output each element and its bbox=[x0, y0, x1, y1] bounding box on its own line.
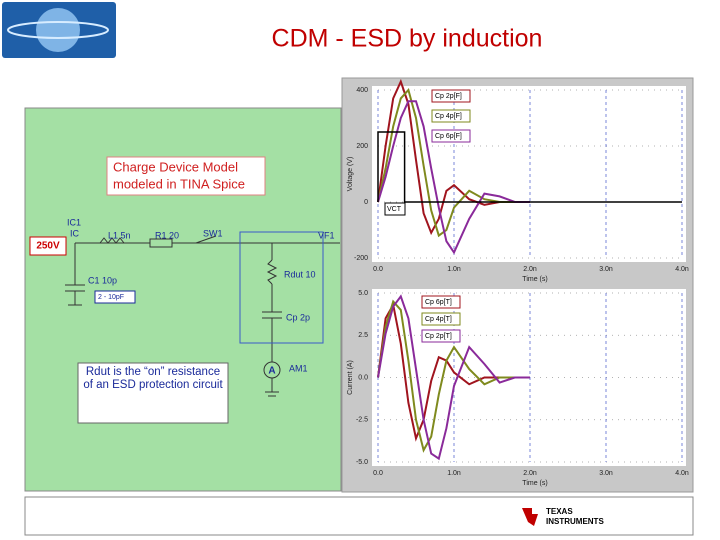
legend-box bbox=[421, 295, 461, 309]
resistor-label: R1 20 bbox=[155, 230, 179, 240]
legend-box bbox=[384, 202, 406, 216]
y-tick-label: 0 bbox=[364, 199, 368, 206]
legend-box bbox=[431, 89, 471, 103]
legend-box bbox=[431, 129, 471, 143]
x-tick-label: 0.0 bbox=[373, 470, 383, 477]
footer-box bbox=[24, 496, 694, 536]
capacitor-label: C1 10p bbox=[88, 275, 117, 285]
x-tick-label: 1.0n bbox=[447, 266, 461, 273]
source-box bbox=[29, 236, 67, 256]
cp-label: Cp 2p bbox=[286, 312, 310, 322]
rdut-label: Rdut 10 bbox=[284, 269, 316, 279]
range-box bbox=[94, 290, 136, 304]
plots: 400 200 0 -200 0.0 1.0n 2.0n 3.0n 4.0n Time (s) Vo… bbox=[347, 78, 689, 487]
legend-label: Cp 2p[T] bbox=[425, 333, 452, 340]
ti-mark bbox=[522, 508, 538, 526]
legend-label: Cp 6p[T] bbox=[425, 299, 452, 306]
note-box bbox=[77, 362, 229, 424]
x-tick-label: 3.0n bbox=[599, 266, 613, 273]
source: 250V bbox=[36, 241, 60, 252]
probe-label: VF1 bbox=[318, 230, 335, 240]
x-tick-label: 4.0n bbox=[675, 266, 689, 273]
series-line bbox=[377, 87, 530, 238]
y-tick-label: -2.5 bbox=[356, 417, 368, 424]
x-axis-label: Time (s) bbox=[522, 276, 547, 283]
x-axis-label: Time (s) bbox=[522, 480, 547, 487]
callout-line: Charge Device Model bbox=[113, 159, 238, 174]
callout-box bbox=[106, 156, 266, 196]
note: Rdut is the “on” resistance of an ESD pr… bbox=[83, 366, 223, 391]
logo-line: INSTRUMENTS bbox=[546, 517, 604, 526]
ic-name: IC bbox=[70, 228, 80, 238]
switch-label: SW1 bbox=[203, 228, 223, 238]
note-text: Rdut is the “on” resistance of an ESD pr… bbox=[83, 366, 223, 391]
y-tick-label: 5.0 bbox=[358, 290, 368, 297]
x-tick-label: 2.0n bbox=[523, 266, 537, 273]
series-line bbox=[377, 301, 530, 442]
x-tick-label: 4.0n bbox=[675, 470, 689, 477]
logo bbox=[2, 2, 116, 58]
y-tick-label: 400 bbox=[356, 87, 368, 94]
legend-label: VCT bbox=[387, 206, 402, 213]
y-tick-label: -5.0 bbox=[356, 459, 368, 466]
wires bbox=[65, 231, 340, 397]
title: CDM - ESD by induction bbox=[272, 25, 543, 53]
legend-box bbox=[421, 329, 461, 343]
ammeter-symbol: A bbox=[268, 366, 275, 377]
legend-box bbox=[421, 312, 461, 326]
x-tick-label: 1.0n bbox=[447, 470, 461, 477]
y-tick-label: -200 bbox=[354, 255, 368, 262]
logo-line: TEXAS bbox=[546, 507, 573, 516]
inductor-label: L1 5n bbox=[108, 230, 131, 240]
legend-label: Cp 4p[T] bbox=[425, 316, 452, 323]
series-line bbox=[377, 299, 530, 453]
ammeter-label: AM1 bbox=[289, 363, 308, 373]
y-axis-label: Voltage (V) bbox=[347, 157, 354, 192]
capacitor-range: 2 - 10pF bbox=[98, 294, 124, 301]
y-tick-label: 0.0 bbox=[358, 374, 368, 381]
series-line bbox=[377, 294, 530, 461]
legend-label: Cp 4p[F] bbox=[435, 113, 462, 120]
legend-label: Cp 6p[F] bbox=[435, 133, 462, 140]
y-axis-label: Current (A) bbox=[347, 360, 354, 395]
x-tick-label: 2.0n bbox=[523, 470, 537, 477]
ic-ref: IC1 bbox=[67, 217, 81, 227]
legend-box bbox=[431, 109, 471, 123]
y-tick-label: 200 bbox=[356, 143, 368, 150]
x-tick-label: 0.0 bbox=[373, 266, 383, 273]
series-line bbox=[377, 131, 682, 203]
x-tick-label: 3.0n bbox=[599, 470, 613, 477]
legend-label: Cp 2p[F] bbox=[435, 93, 462, 100]
callout-line: modeled in TINA Spice bbox=[113, 176, 245, 191]
y-tick-label: 2.5 bbox=[358, 332, 368, 339]
